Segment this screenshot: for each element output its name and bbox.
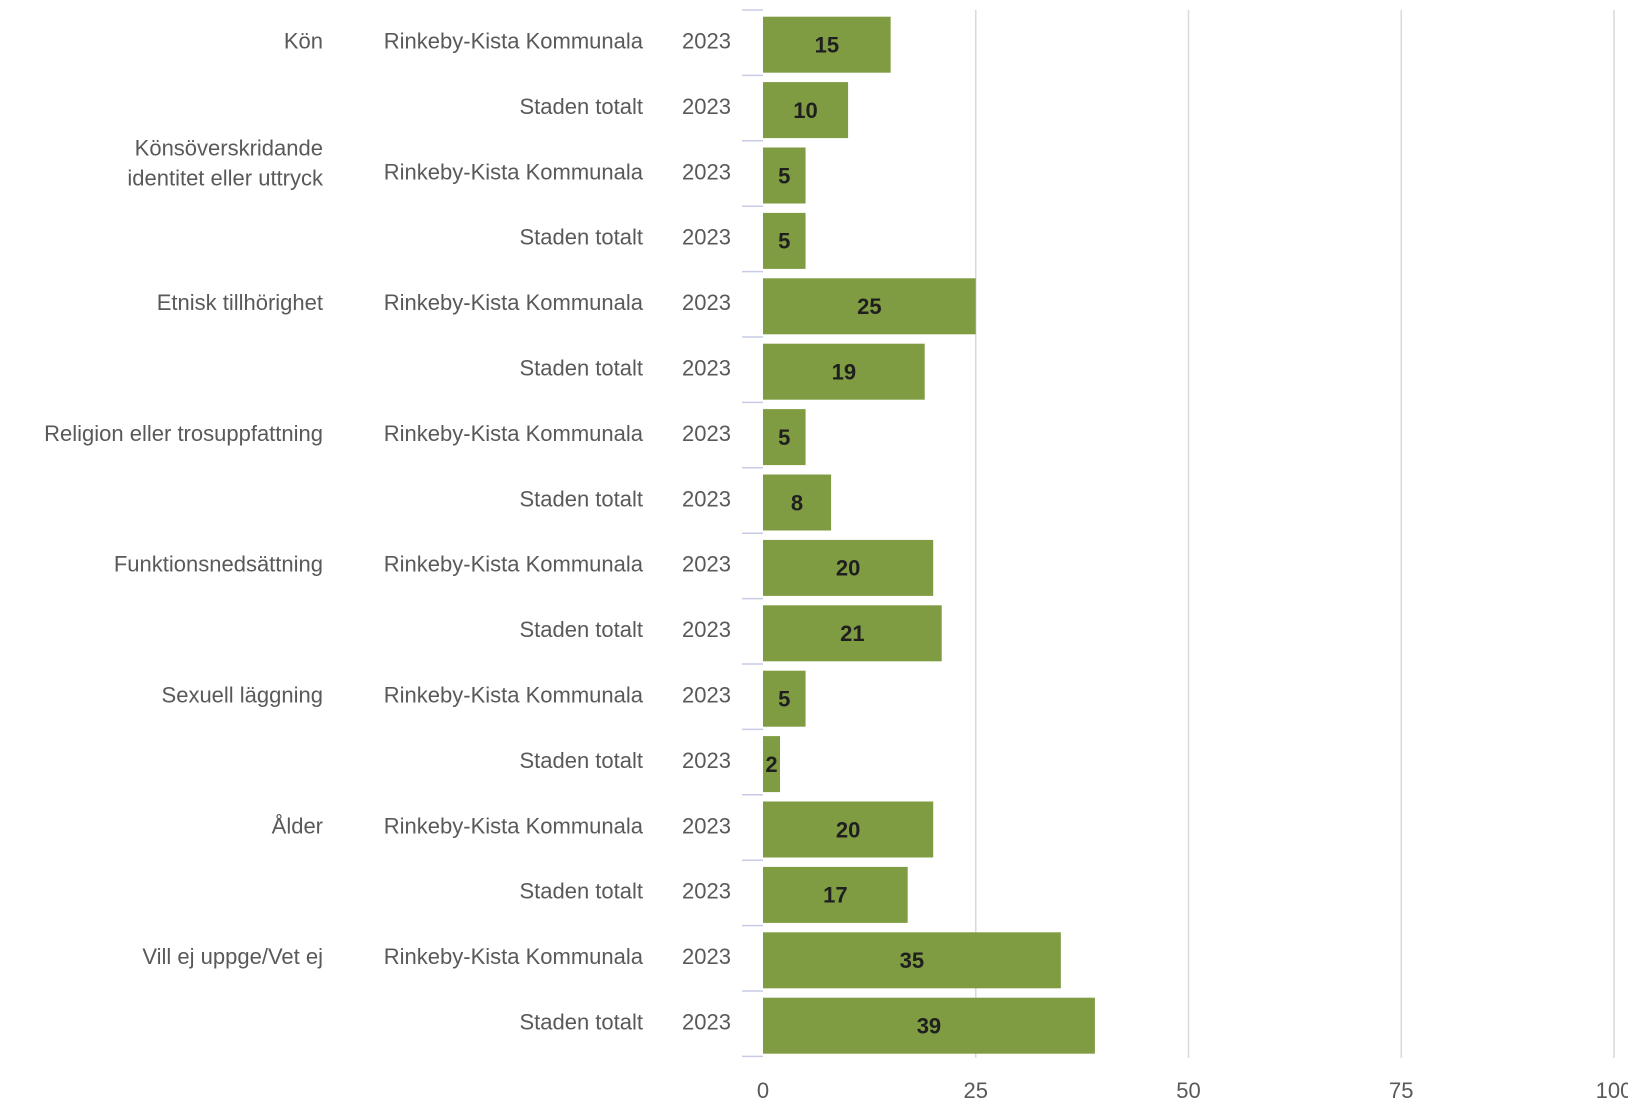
data-label: 17	[823, 883, 847, 908]
year-label: 2023	[682, 879, 731, 904]
bar	[763, 801, 934, 858]
data-label: 20	[836, 556, 860, 581]
bar	[763, 932, 1061, 989]
bar	[763, 997, 1095, 1054]
year-label: 2023	[682, 617, 731, 642]
category-label: Etnisk tillhörighet	[157, 290, 323, 315]
category-label: Religion eller trosuppfattning	[44, 421, 323, 446]
unit-label: Rinkeby-Kista Kommunala	[384, 683, 644, 708]
data-label: 25	[857, 294, 881, 319]
category-label: Kön	[284, 29, 323, 54]
x-tick-label: 50	[1176, 1078, 1200, 1100]
unit-label: Rinkeby-Kista Kommunala	[384, 290, 644, 315]
unit-label: Rinkeby-Kista Kommunala	[384, 421, 644, 446]
y-axis	[742, 9, 763, 1058]
data-label: 39	[917, 1014, 941, 1039]
bar	[763, 82, 849, 139]
bar	[763, 16, 891, 73]
bar	[763, 278, 976, 335]
unit-label: Staden totalt	[519, 617, 643, 642]
year-label: 2023	[682, 748, 731, 773]
year-label: 2023	[682, 29, 731, 54]
year-label: 2023	[682, 552, 731, 577]
bar	[763, 409, 806, 466]
row-labels: Kön Rinkeby-Kista Kommunala 2023 Staden tot…	[44, 29, 731, 1035]
data-label: 21	[840, 621, 864, 646]
gridlines	[975, 10, 1615, 1058]
category-label: Sexuell läggning	[162, 683, 323, 708]
unit-label: Staden totalt	[519, 879, 643, 904]
x-axis-ticks: 0 25 50 75 100	[757, 1078, 1628, 1100]
bar	[763, 539, 934, 596]
year-label: 2023	[682, 94, 731, 119]
bar	[763, 866, 908, 923]
unit-label: Rinkeby-Kista Kommunala	[384, 159, 644, 184]
category-label: Vill ej uppge/Vet ej	[142, 944, 323, 969]
bar	[763, 474, 832, 531]
data-label: 35	[900, 948, 924, 973]
category-label: identitet eller uttryck	[127, 165, 324, 190]
category-label: Ålder	[272, 813, 323, 838]
year-label: 2023	[682, 290, 731, 315]
unit-label: Rinkeby-Kista Kommunala	[384, 552, 644, 577]
x-tick-label: 75	[1389, 1078, 1413, 1100]
data-label: 10	[793, 98, 817, 123]
year-label: 2023	[682, 944, 731, 969]
unit-label: Rinkeby-Kista Kommunala	[384, 944, 644, 969]
category-label: Könsöverskridande	[135, 135, 323, 160]
data-label: 8	[791, 490, 803, 515]
data-label: 5	[778, 163, 790, 188]
x-tick-label: 100	[1596, 1078, 1628, 1100]
data-label: 19	[832, 360, 856, 385]
year-label: 2023	[682, 356, 731, 381]
bars: 15 10 5 5 25 19 5 8 20 21 5 2 20 17 35 39	[763, 16, 1095, 1054]
bar	[763, 670, 806, 727]
unit-label: Staden totalt	[519, 1010, 643, 1035]
data-label: 5	[778, 687, 790, 712]
data-label: 20	[836, 817, 860, 842]
bar	[763, 212, 806, 269]
category-label: Funktionsnedsättning	[114, 552, 323, 577]
year-label: 2023	[682, 486, 731, 511]
year-label: 2023	[682, 159, 731, 184]
year-label: 2023	[682, 1010, 731, 1035]
data-label: 5	[778, 425, 790, 450]
data-label: 5	[778, 229, 790, 254]
bar	[763, 147, 806, 204]
year-label: 2023	[682, 813, 731, 838]
bar	[763, 605, 942, 662]
unit-label: Staden totalt	[519, 94, 643, 119]
data-label: 15	[815, 33, 839, 58]
bar	[763, 736, 781, 793]
unit-label: Rinkeby-Kista Kommunala	[384, 29, 644, 54]
unit-label: Staden totalt	[519, 225, 643, 250]
x-tick-label: 0	[757, 1078, 769, 1100]
year-label: 2023	[682, 421, 731, 446]
data-label: 2	[765, 752, 777, 777]
x-tick-label: 25	[964, 1078, 988, 1100]
unit-label: Staden totalt	[519, 356, 643, 381]
year-label: 2023	[682, 683, 731, 708]
bar	[763, 343, 925, 400]
unit-label: Staden totalt	[519, 486, 643, 511]
unit-label: Staden totalt	[519, 748, 643, 773]
unit-label: Rinkeby-Kista Kommunala	[384, 813, 644, 838]
year-label: 2023	[682, 225, 731, 250]
